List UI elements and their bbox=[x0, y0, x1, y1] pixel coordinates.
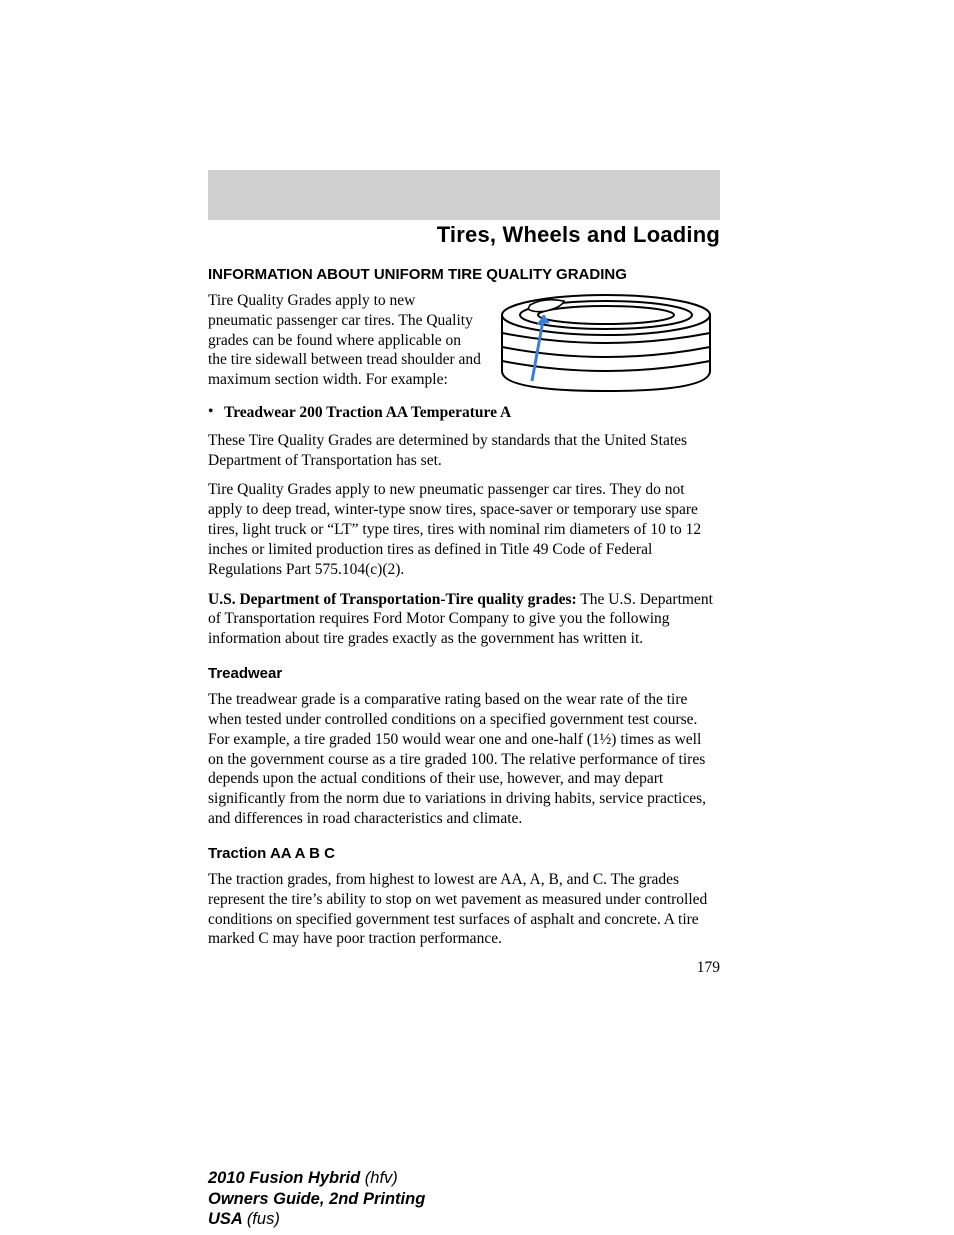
dot-bold-lead: U.S. Department of Transportation-Tire q… bbox=[208, 591, 577, 608]
footer-code-1: (hfv) bbox=[365, 1169, 398, 1187]
page-number: 179 bbox=[208, 959, 720, 977]
tire-diagram bbox=[492, 291, 720, 401]
intro-block: Tire Quality Grades apply to new pneumat… bbox=[208, 291, 720, 401]
bullet-dot: • bbox=[208, 403, 224, 423]
page: Tires, Wheels and Loading INFORMATION AB… bbox=[0, 0, 954, 1235]
paragraph-standards: These Tire Quality Grades are determined… bbox=[208, 431, 720, 471]
traction-heading: Traction AA A B C bbox=[208, 845, 720, 862]
footer-line-2: Owners Guide, 2nd Printing bbox=[208, 1189, 720, 1210]
header-gray-bar bbox=[208, 170, 720, 220]
treadwear-paragraph: The treadwear grade is a comparative rat… bbox=[208, 690, 720, 829]
example-bullet: • Treadwear 200 Traction AA Temperature … bbox=[208, 403, 720, 423]
content-column: Tires, Wheels and Loading INFORMATION AB… bbox=[208, 222, 720, 977]
treadwear-heading: Treadwear bbox=[208, 665, 720, 682]
tire-diagram-svg bbox=[492, 291, 720, 401]
footer: 2010 Fusion Hybrid (hfv) Owners Guide, 2… bbox=[208, 1168, 720, 1230]
chapter-title: Tires, Wheels and Loading bbox=[208, 222, 720, 248]
footer-line-1: 2010 Fusion Hybrid (hfv) bbox=[208, 1168, 720, 1189]
traction-paragraph: The traction grades, from highest to low… bbox=[208, 870, 720, 949]
footer-line-3: USA (fus) bbox=[208, 1209, 720, 1230]
footer-model: 2010 Fusion Hybrid bbox=[208, 1169, 365, 1187]
bullet-text: Treadwear 200 Traction AA Temperature A bbox=[224, 403, 511, 423]
section-heading: INFORMATION ABOUT UNIFORM TIRE QUALITY G… bbox=[208, 266, 720, 283]
footer-code-2: (fus) bbox=[247, 1210, 280, 1228]
paragraph-applicability: Tire Quality Grades apply to new pneumat… bbox=[208, 480, 720, 579]
footer-region: USA bbox=[208, 1210, 247, 1228]
paragraph-dot: U.S. Department of Transportation-Tire q… bbox=[208, 590, 720, 649]
